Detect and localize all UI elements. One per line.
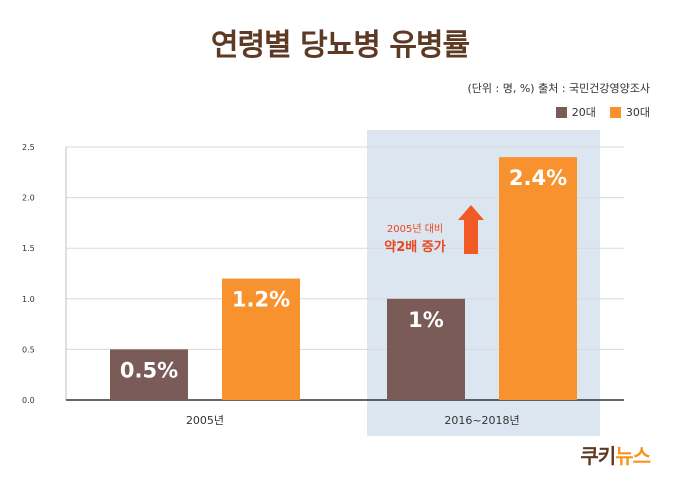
y-tick-label: 0.0	[22, 396, 35, 405]
legend-item-20: 20대	[555, 104, 596, 120]
annotation-line1: 2005년 대비	[387, 223, 443, 235]
y-tick-label: 0.5	[22, 345, 35, 354]
legend: 20대 30대	[542, 104, 650, 120]
legend-swatch-30	[609, 106, 621, 118]
bar-20	[110, 349, 188, 400]
source-note: (단위 : 명, %) 출처 : 국민건강영양조사	[467, 82, 650, 95]
bar-20	[387, 298, 465, 400]
chart-title: 연령별 당뇨병 유병률	[210, 28, 470, 63]
bar-30	[222, 278, 300, 400]
data-label: 2.4%	[509, 166, 567, 190]
y-tick-label: 1.0	[22, 295, 35, 304]
data-label: 1%	[408, 308, 444, 332]
y-tick-label: 1.5	[22, 244, 35, 253]
x-tick-label: 2016~2018년	[444, 414, 519, 427]
bar-30	[499, 157, 577, 400]
annotation-line2: 약2배 증가	[384, 239, 445, 255]
y-tick-label: 2.0	[22, 194, 35, 203]
legend-label-20: 20대	[571, 106, 596, 119]
legend-swatch-20	[555, 106, 567, 118]
logo-part-2: 뉴스	[615, 444, 651, 468]
data-label: 1.2%	[232, 288, 290, 312]
legend-label-30: 30대	[625, 106, 650, 119]
logo-part-1: 쿠키	[580, 444, 616, 468]
x-tick-label: 2005년	[186, 414, 224, 427]
up-arrow-icon	[458, 205, 484, 254]
kuki-news-logo: 쿠키뉴스	[580, 440, 651, 469]
legend-item-30: 30대	[609, 104, 650, 120]
data-label: 0.5%	[120, 358, 178, 382]
y-tick-label: 2.5	[22, 143, 35, 152]
